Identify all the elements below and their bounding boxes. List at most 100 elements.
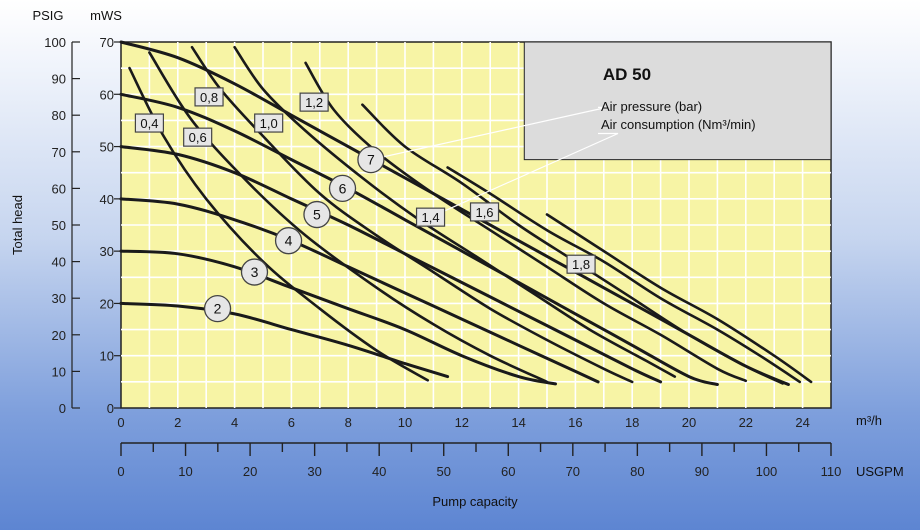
m3h-unit-label: m³/h <box>856 413 882 428</box>
usgpm-tick-label: 110 <box>821 464 842 479</box>
air-label-box <box>194 87 224 107</box>
usgpm-tick-label: 70 <box>566 464 580 479</box>
grid-lines <box>121 42 831 408</box>
air-label-text: 0,8 <box>200 90 218 105</box>
psig-unit-label: PSIG <box>32 8 63 23</box>
usgpm-tick-label: 60 <box>501 464 515 479</box>
pressure-label-text: 3 <box>251 264 259 280</box>
usgpm-tick-label: 10 <box>178 464 192 479</box>
m3h-tick-label: 24 <box>795 415 809 430</box>
pressure-label-circle <box>357 145 385 174</box>
mws-tick-label: 50 <box>100 140 114 155</box>
mws-tick-label: 20 <box>100 296 114 311</box>
psig-tick-label: 40 <box>52 255 66 270</box>
legend-leader-air-pressure <box>370 106 607 161</box>
psig-tick-label: 60 <box>52 181 66 196</box>
psig-tick-label: 70 <box>52 145 66 160</box>
air-consumption-curve-1-6 <box>446 166 802 384</box>
pressure-label-text: 5 <box>313 207 321 223</box>
psig-tick-label: 90 <box>52 72 66 87</box>
pressure-label-text: 4 <box>285 233 293 249</box>
pressure-label-circle <box>274 227 303 255</box>
pressure-label-text: 2 <box>214 301 222 317</box>
air-label-text: 0,4 <box>140 116 158 131</box>
pressure-curve-2 <box>119 301 450 379</box>
m3h-tick-label: 8 <box>345 415 352 430</box>
m3h-tick-label: 0 <box>117 415 124 430</box>
pressure-curve-6 <box>119 92 719 386</box>
air-label-box <box>134 113 164 133</box>
m3h-tick-label: 4 <box>231 415 238 430</box>
psig-tick-label: 80 <box>52 108 66 123</box>
air-label-box <box>183 127 213 147</box>
air-consumption-label-1-4: 1,4 <box>415 207 446 227</box>
pressure-label-2: 2 <box>203 295 232 323</box>
usgpm-unit-label: USGPM <box>856 464 904 479</box>
pressure-label-circle <box>303 200 331 229</box>
pressure-curve-3 <box>119 249 557 386</box>
mws-tick-label: 10 <box>100 349 114 364</box>
legend-leader-air-consumption <box>430 132 619 218</box>
air-label-text: 1,2 <box>305 95 323 110</box>
usgpm-tick-label: 40 <box>372 464 386 479</box>
pressure-label-text: 6 <box>339 180 347 196</box>
air-label-box <box>415 207 446 227</box>
pressure-label-text: 7 <box>367 152 375 168</box>
m3h-tick-label: 6 <box>288 415 295 430</box>
air-label-text: 1,0 <box>260 116 278 131</box>
pressure-label-5: 5 <box>303 200 331 229</box>
air-label-box <box>299 92 329 112</box>
air-label-text: 1,6 <box>475 205 493 220</box>
usgpm-tick-label: 50 <box>436 464 450 479</box>
air-consumption-label-0-8: 0,8 <box>194 87 224 107</box>
usgpm-tick-label: 0 <box>117 464 124 479</box>
pressure-label-circle <box>240 258 269 286</box>
usgpm-tick-label: 30 <box>307 464 321 479</box>
psig-tick-label: 0 <box>59 401 66 416</box>
legend-box <box>523 41 832 161</box>
y-axis-title: Total head <box>10 195 25 255</box>
m3h-tick-label: 22 <box>739 415 753 430</box>
psig-tick-label: 20 <box>52 328 66 343</box>
legend-air-pressure: Air pressure (bar) <box>601 99 702 114</box>
legend-panel <box>523 41 832 161</box>
legend-text-layer: AD 50 Air pressure (bar) Air consumption… <box>601 65 756 132</box>
mws-unit-label: mWS <box>90 8 122 23</box>
chart-title: AD 50 <box>603 65 651 84</box>
pressure-label-7: 7 <box>357 145 385 174</box>
air-consumption-curve-1-0 <box>233 45 677 378</box>
air-label-box <box>254 113 284 133</box>
air-consumption-curve-1-2 <box>304 61 748 383</box>
psig-tick-label: 100 <box>44 35 66 50</box>
air-consumption-label-1-6: 1,6 <box>469 202 500 222</box>
usgpm-tick-label: 20 <box>243 464 257 479</box>
mws-tick-label: 40 <box>100 192 114 207</box>
air-label-box <box>566 254 596 274</box>
usgpm-tick-label: 100 <box>756 464 778 479</box>
air-consumption-curve-0-8 <box>190 45 634 384</box>
mws-tick-label: 30 <box>100 244 114 259</box>
m3h-tick-label: 16 <box>568 415 582 430</box>
air-consumption-label-1-8: 1,8 <box>566 254 596 274</box>
pressure-label-6: 6 <box>328 174 357 203</box>
air-label-text: 1,8 <box>572 257 590 272</box>
air-label-box <box>469 202 500 222</box>
air-consumption-label-1-0: 1,0 <box>254 113 284 133</box>
legend-air-consumption: Air consumption (Nm³/min) <box>601 117 756 132</box>
m3h-tick-label: 20 <box>682 415 696 430</box>
mws-tick-label: 60 <box>100 87 114 102</box>
usgpm-tick-label: 90 <box>695 464 709 479</box>
psig-tick-label: 30 <box>52 291 66 306</box>
air-label-text: 1,4 <box>422 210 440 225</box>
m3h-tick-label: 10 <box>398 415 412 430</box>
air-consumption-curve-0-6 <box>148 51 549 384</box>
pressure-label-3: 3 <box>240 258 269 286</box>
usgpm-tick-label: 80 <box>630 464 644 479</box>
m3h-tick-label: 18 <box>625 415 639 430</box>
psig-tick-label: 10 <box>52 364 66 379</box>
m3h-tick-label: 14 <box>511 415 525 430</box>
mws-tick-label: 70 <box>100 35 114 50</box>
labels-layer: 7 6 5 4 3 2 0,4 0,6 0,8 1,0 1,2 1,4 1,6 1,8 <box>134 87 596 323</box>
pressure-label-4: 4 <box>274 227 303 255</box>
